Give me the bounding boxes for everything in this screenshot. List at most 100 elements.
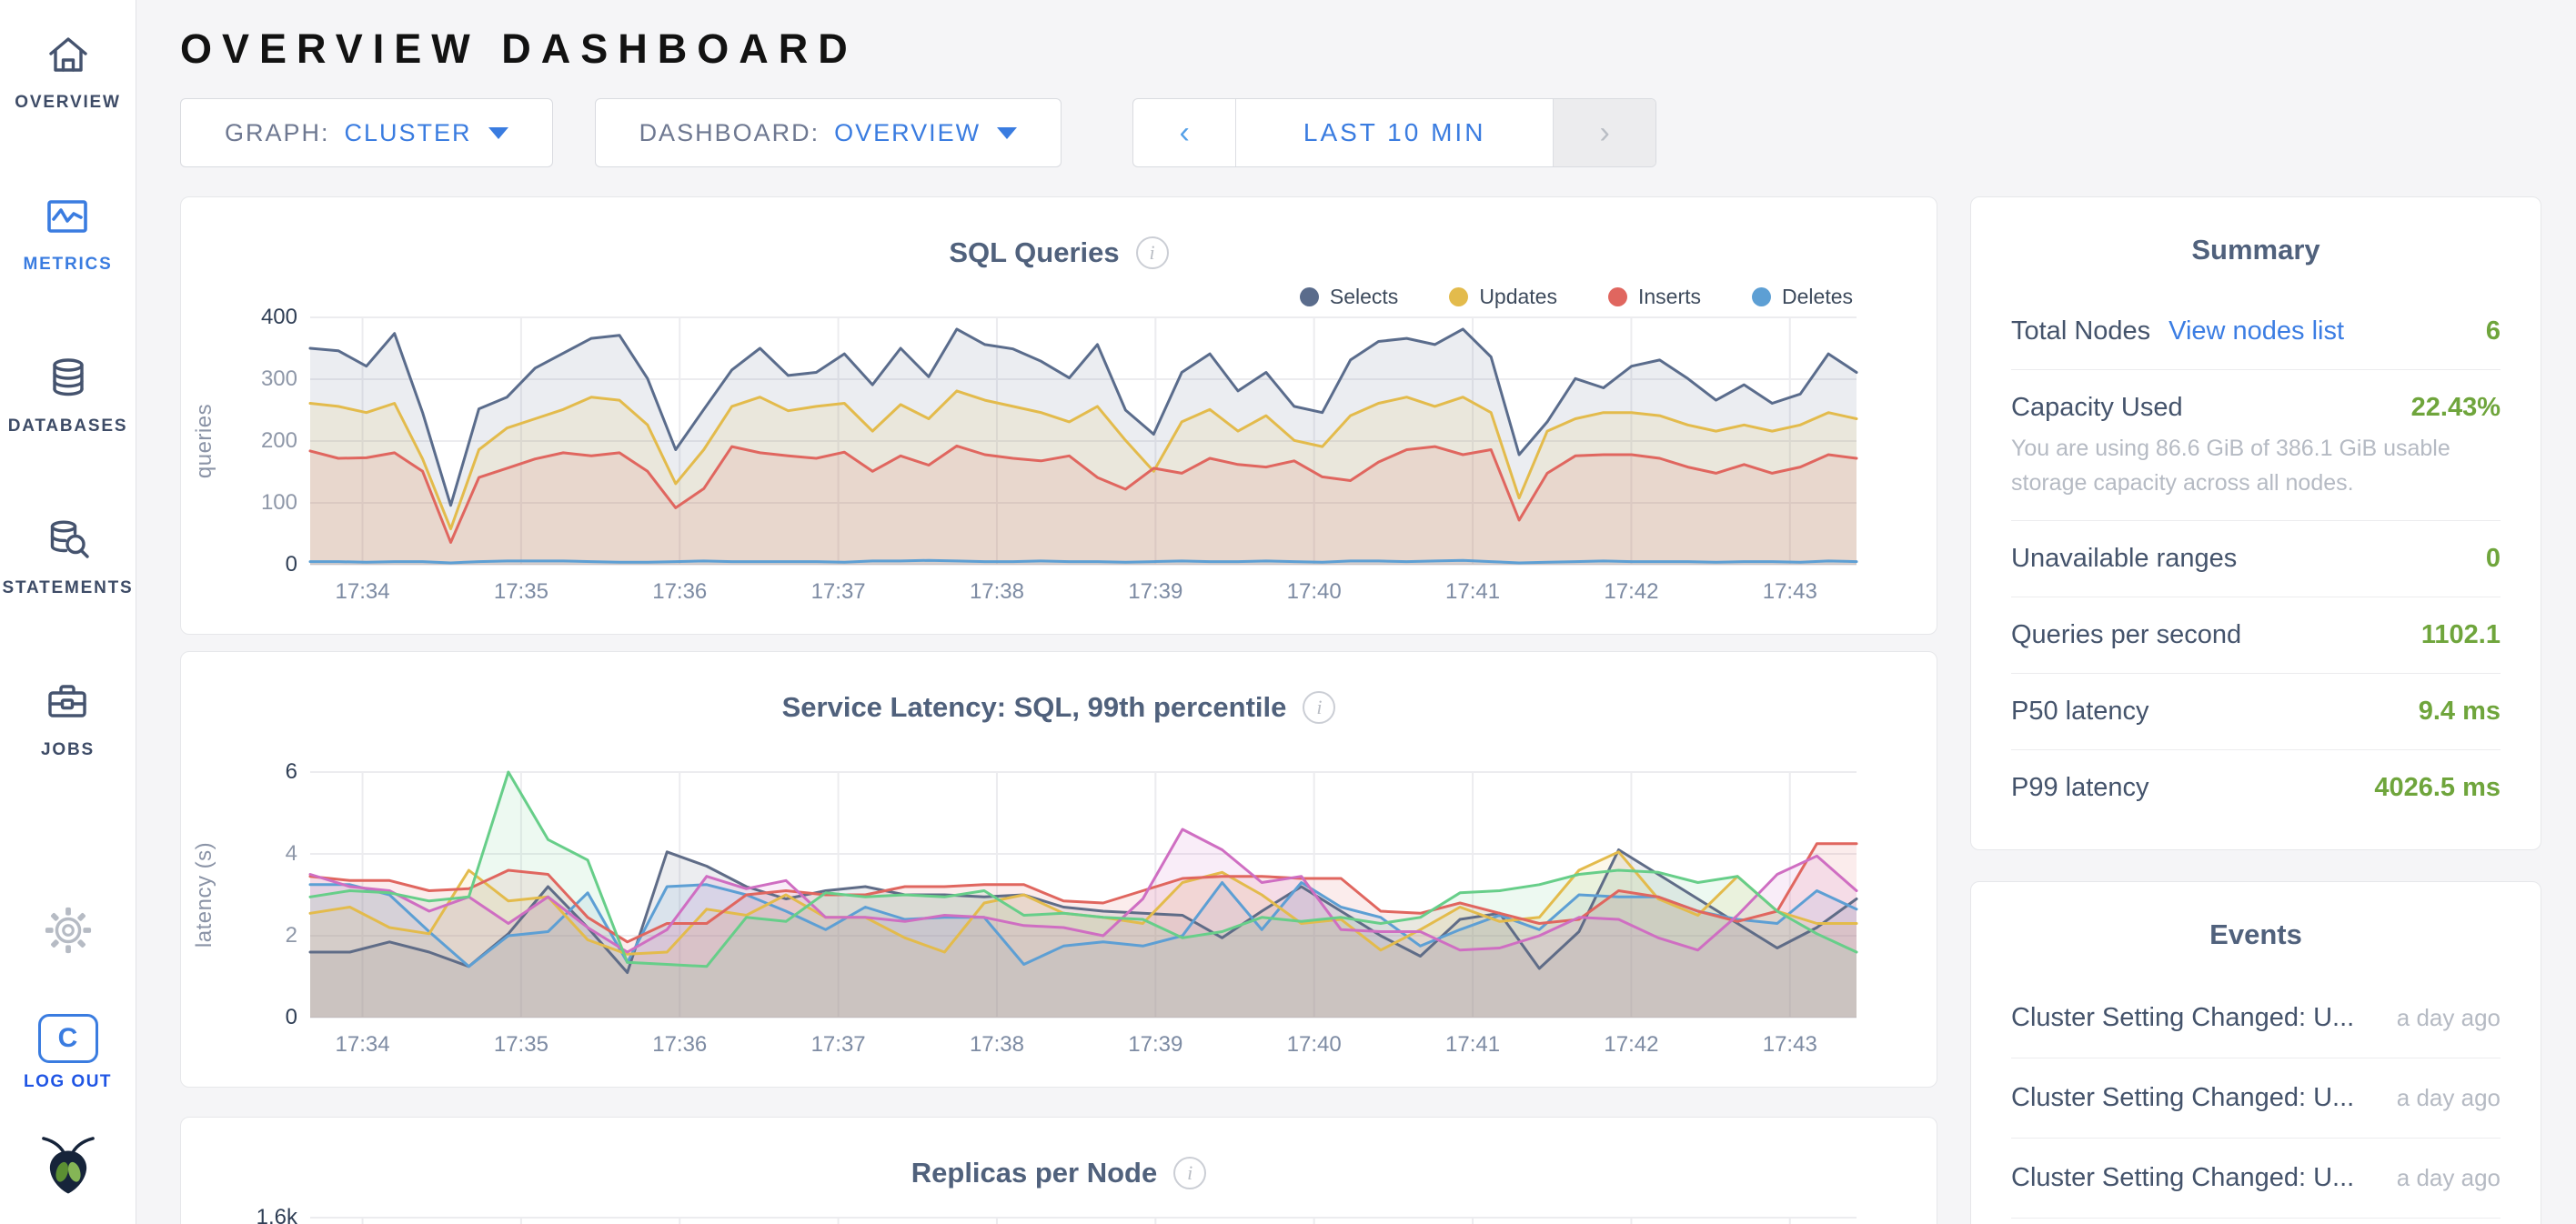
x-tick-label: 17:40 xyxy=(1286,1032,1342,1057)
p99-label: P99 latency xyxy=(2011,773,2149,802)
service-latency-chart-card: Service Latency: SQL, 99th percentile i … xyxy=(180,651,1937,1088)
chart-title: SQL Queries xyxy=(949,236,1120,268)
x-tick-label: 17:42 xyxy=(1604,1032,1659,1057)
event-title: Cluster Setting Changed: U... xyxy=(2011,1003,2355,1032)
sidebar-bottom: C LOG OUT xyxy=(24,906,112,1200)
summary-row-capacity: Capacity Used 22.43% You are using 86.6 … xyxy=(2011,370,2501,521)
capacity-note: You are using 86.6 GiB of 386.1 GiB usab… xyxy=(2011,436,2450,496)
legend-item[interactable]: Updates xyxy=(1449,285,1557,309)
x-tick-label: 17:39 xyxy=(1128,579,1183,604)
x-tick-label: 17:36 xyxy=(652,579,708,604)
cockroach-logo[interactable] xyxy=(40,1134,96,1200)
summary-row-p50: P50 latency 9.4 ms xyxy=(2011,674,2501,750)
graph-dropdown-label: GRAPH: xyxy=(225,118,330,146)
unavailable-ranges-label: Unavailable ranges xyxy=(2011,544,2238,573)
event-time: a day ago xyxy=(2396,1004,2501,1031)
info-icon[interactable]: i xyxy=(1303,691,1336,724)
chart-plot-area[interactable]: 1.6k17:3417:3517:3617:3717:3817:3917:401… xyxy=(257,1205,1857,1224)
y-tick-label: 400 xyxy=(260,305,297,329)
legend-label: Inserts xyxy=(1637,284,1702,308)
x-tick-label: 17:41 xyxy=(1445,1032,1501,1057)
summary-panel: Summary Total Nodes View nodes list 6 Ca… xyxy=(1970,196,2541,850)
logout-button[interactable]: C LOG OUT xyxy=(24,1014,112,1092)
p50-label: P50 latency xyxy=(2011,697,2149,726)
event-row: Cluster Setting Changed: U... a day ago xyxy=(2011,1058,2501,1139)
y-tick-label: 200 xyxy=(260,428,297,453)
time-range-next-button[interactable]: › xyxy=(1554,99,1656,166)
x-tick-label: 17:42 xyxy=(1604,579,1659,604)
chart-plot-area[interactable]: 0 2 4 6 17:34 17:35 17:36 17:37 17:38 17:39 17:40 1… xyxy=(286,759,1858,1057)
sidebar-item-jobs[interactable]: JOBS xyxy=(41,675,95,760)
x-tick-label: 17:41 xyxy=(1445,579,1501,604)
x-tick-label: 17:43 xyxy=(1762,1032,1817,1057)
home-icon xyxy=(43,27,94,82)
legend-label: Selects xyxy=(1329,284,1399,308)
databases-icon xyxy=(43,351,94,406)
graph-dropdown-value: CLUSTER xyxy=(344,118,472,146)
sidebar-item-label: STATEMENTS xyxy=(2,578,134,597)
y-tick-label: 2 xyxy=(285,923,297,948)
chart-plot-area[interactable]: 0 100 200 300 400 17:34 17:35 17:36 17:37 17:38 17… xyxy=(261,305,1858,604)
info-icon[interactable]: i xyxy=(1135,236,1169,269)
y-tick-label: 0 xyxy=(285,1005,297,1029)
time-range-value[interactable]: LAST 10 MIN xyxy=(1235,99,1555,166)
chart-title: Replicas per Node xyxy=(911,1157,1158,1189)
view-nodes-list-link[interactable]: View nodes list xyxy=(2168,316,2345,346)
total-nodes-label: Total Nodes xyxy=(2011,316,2151,346)
capacity-value: 22.43% xyxy=(2410,393,2501,422)
page-title: OVERVIEW DASHBOARD xyxy=(180,25,858,72)
x-tick-label: 17:38 xyxy=(969,579,1024,604)
sidebar: OVERVIEW METRICS DATABASES xyxy=(0,0,136,1224)
sidebar-item-label: JOBS xyxy=(41,740,95,759)
sidebar-item-overview[interactable]: OVERVIEW xyxy=(15,27,120,113)
time-range-prev-button[interactable]: ‹ xyxy=(1133,99,1235,166)
x-tick-label: 17:37 xyxy=(810,579,866,604)
event-row: Cluster Setting Changed: U... a day ago xyxy=(2011,1139,2501,1219)
event-time: a day ago xyxy=(2396,1084,2501,1111)
cockroach-c-icon: C xyxy=(37,1014,98,1063)
events-title: Events xyxy=(2209,918,2302,950)
x-tick-label: 17:39 xyxy=(1128,1032,1183,1057)
sidebar-item-databases[interactable]: DATABASES xyxy=(8,351,128,436)
unavailable-ranges-value: 0 xyxy=(2485,544,2501,573)
y-tick-label: 0 xyxy=(285,552,297,577)
sidebar-item-metrics[interactable]: METRICS xyxy=(23,189,112,275)
metrics-icon xyxy=(42,189,93,244)
legend-item[interactable]: Inserts xyxy=(1607,284,1702,309)
time-range-picker: ‹ LAST 10 MIN › xyxy=(1132,98,1657,167)
legend-item[interactable]: Deletes xyxy=(1752,285,1853,309)
main-content: OVERVIEW DASHBOARD GRAPH: CLUSTER DASHBO… xyxy=(136,0,2576,1224)
settings-button[interactable] xyxy=(44,906,93,959)
total-nodes-value: 6 xyxy=(2485,316,2501,346)
events-panel: Events Cluster Setting Changed: U... a da… xyxy=(1970,881,2541,1224)
p50-value: 9.4 ms xyxy=(2418,697,2501,726)
events-list: Cluster Setting Changed: U... a day ago Cl… xyxy=(2011,978,2501,1224)
gear-icon xyxy=(44,907,93,958)
x-tick-label: 17:34 xyxy=(335,1032,390,1057)
qps-label: Queries per second xyxy=(2011,620,2242,649)
chart-legend xyxy=(181,730,1937,772)
chevron-down-icon xyxy=(997,126,1018,139)
info-icon[interactable]: i xyxy=(1173,1157,1207,1189)
controls-bar: GRAPH: CLUSTER DASHBOARD: OVERVIEW ‹ LAS… xyxy=(180,98,2541,167)
legend-dot-icon xyxy=(1752,286,1772,306)
sidebar-item-label: OVERVIEW xyxy=(15,93,121,112)
event-title: Cluster Setting Changed: U... xyxy=(2011,1163,2355,1192)
legend-item[interactable]: Selects xyxy=(1299,284,1399,309)
y-tick-label: 300 xyxy=(260,366,297,391)
summary-row-p99: P99 latency 4026.5 ms xyxy=(2011,750,2501,826)
dashboard-dropdown[interactable]: DASHBOARD: OVERVIEW xyxy=(594,98,1062,167)
chart-legend: Selects Updates Inserts Deletes xyxy=(181,276,1937,317)
event-time: a day ago xyxy=(2396,1164,2501,1191)
x-tick-label: 17:36 xyxy=(652,1032,708,1057)
p99-value: 4026.5 ms xyxy=(2374,773,2501,802)
legend-label: Deletes xyxy=(1782,284,1853,308)
replicas-per-node-chart-card: Replicas per Node i 1.6k17:3417:3517:361… xyxy=(180,1117,1937,1224)
legend-dot-icon xyxy=(1607,286,1627,306)
sidebar-item-statements[interactable]: STATEMENTS xyxy=(3,513,134,598)
event-row: Cluster Setting Changed: U... a day ago xyxy=(2011,978,2501,1058)
sql-queries-chart-card: SQL Queries i Selects Updates Inserts Delet… xyxy=(180,196,1937,635)
y-tick-label: 4 xyxy=(285,841,297,866)
graph-dropdown[interactable]: GRAPH: CLUSTER xyxy=(180,98,553,167)
legend-dot-icon xyxy=(1449,286,1469,306)
